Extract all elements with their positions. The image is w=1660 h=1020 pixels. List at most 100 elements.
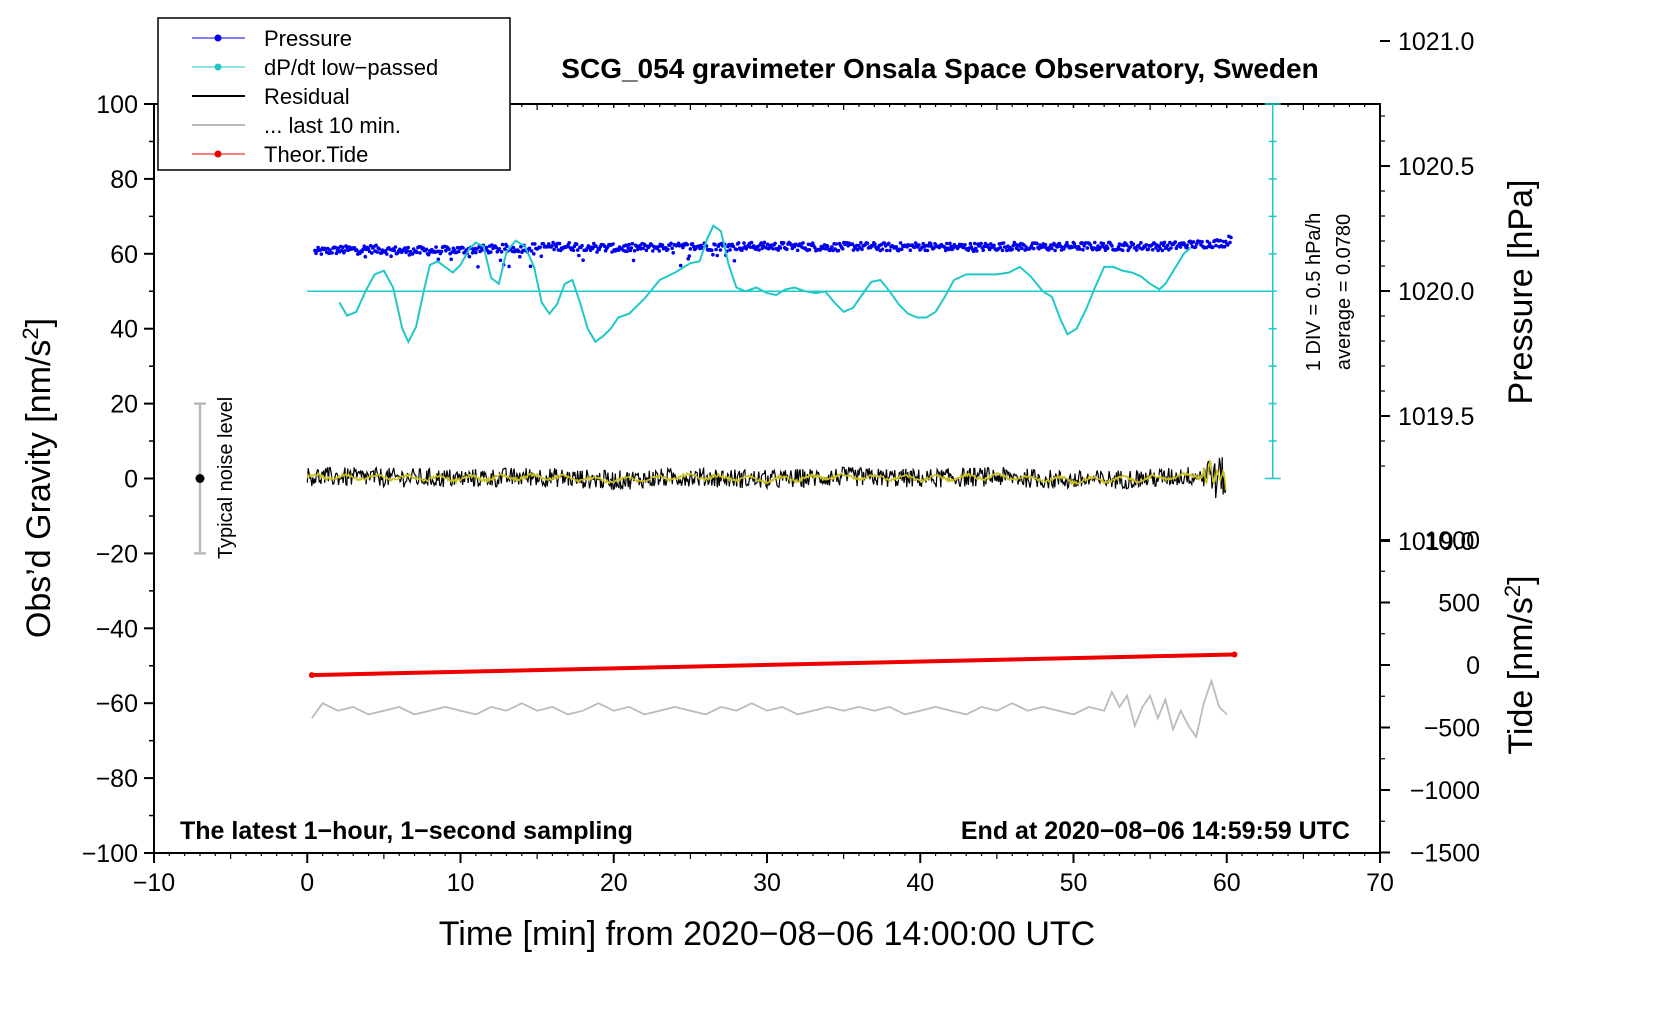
pressure-point [597,247,601,252]
pressure-point [1146,247,1151,251]
pressure-point [1200,240,1204,244]
tide-series [308,651,1238,679]
pressure-point [888,248,892,253]
pressure-point [434,245,438,249]
pressure-point [552,247,556,252]
pressure-point [580,243,584,248]
tide-axis-title-sup: 2 [1500,585,1525,597]
pressure-point [500,242,505,247]
pressure-point [370,251,374,255]
y-tick-label: −100 [82,840,138,868]
pressure-point [1010,247,1014,252]
pressure-point [859,240,863,245]
pressure-point [447,247,451,252]
legend-label: Theor.Tide [264,142,368,167]
pressure-point [742,241,746,245]
pressure-point [499,250,504,254]
y-axis-title-main: Obs’d Gravity [nm/s [20,340,58,639]
noise-bar-dot [195,474,205,483]
pressure-point [656,245,660,249]
pressure-point [963,243,967,247]
pressure-point [577,253,581,258]
div-scale-label: 1 DIV = 0.5 hPa/h [1303,213,1325,371]
pressure-point [1110,244,1114,248]
pressure-point [776,248,781,252]
legend-label: ... last 10 min. [264,113,401,138]
pressure-point [343,249,347,253]
tide-axis-title: Tide [nm/s2] [1500,575,1541,754]
pressure-point [1218,238,1223,243]
pressure-point [1020,246,1024,251]
legend-label: Residual [264,84,350,109]
pressure-point [319,252,324,256]
pressure-point [749,240,754,245]
pressure-point [389,254,393,258]
pressure-point [630,241,635,246]
pressure-tick-label: 1020.0 [1398,278,1474,306]
pressure-point [392,248,397,253]
pressure-point [594,244,598,248]
pressure-point [354,248,359,252]
pressure-point [728,248,732,252]
pressure-point [762,240,767,245]
tide-axis-title-end: ] [1502,575,1540,584]
y-tick-label: −20 [96,540,138,568]
pressure-point [771,247,775,251]
pressure-point [1160,248,1165,253]
pressure-point [1211,245,1215,249]
x-tick-label: 20 [600,869,628,897]
pressure-point [732,259,737,263]
pressure-point [498,258,503,263]
pressure-point [383,248,388,253]
pressure-point [575,248,580,252]
pressure-tick-label: 1019.5 [1398,403,1474,431]
pressure-point [625,249,629,254]
pressure-point [470,251,475,255]
pressure-point [687,254,692,258]
pressure-point [330,251,334,255]
pressure-point [591,246,595,251]
pressure-point [1178,245,1183,249]
pressure-point [1082,244,1086,248]
pressure-point [671,251,675,255]
pressure-point [992,243,996,248]
pressure-point [666,247,670,252]
tide-axis-title-main: Tide [nm/s [1502,597,1540,754]
series-group [306,224,1238,740]
pressure-point [731,244,736,249]
pressure-point [467,254,472,259]
pressure-point [718,248,723,252]
pressure-point [773,241,777,246]
pressure-point [921,241,925,246]
pressure-point [1134,248,1139,252]
pressure-point [1131,242,1136,246]
pressure-point [1214,243,1218,248]
footer-right-label: End at 2020−08−06 14:59:59 UTC [961,817,1350,845]
pressure-point [975,249,979,253]
pressure-point [1193,245,1198,249]
pressure-point [711,252,715,257]
pressure-point [574,242,579,247]
pressure-point [557,241,562,246]
pressure-point [1016,248,1021,252]
pressure-point [1001,241,1006,245]
pressure-point [334,251,339,256]
pressure-point [528,264,533,269]
y-tick-label: 80 [110,166,138,194]
x-tick-label: 40 [906,869,934,897]
pressure-point [1207,241,1212,245]
pressure-point [795,248,800,253]
pressure-point [538,245,542,250]
pressure-point [971,249,976,253]
y-tick-label: 0 [124,466,138,494]
footer-left-label: The latest 1−hour, 1−second sampling [180,817,633,845]
pressure-point [641,246,645,251]
pressure-point [539,254,544,258]
pressure-point [1125,243,1129,248]
pressure-point [1150,248,1155,252]
pressure-point [361,247,366,252]
pressure-point [456,249,461,254]
tide-tick-label: 1000 [1424,527,1480,555]
pressure-point [405,249,410,253]
tide-tick-label: 0 [1466,652,1480,680]
